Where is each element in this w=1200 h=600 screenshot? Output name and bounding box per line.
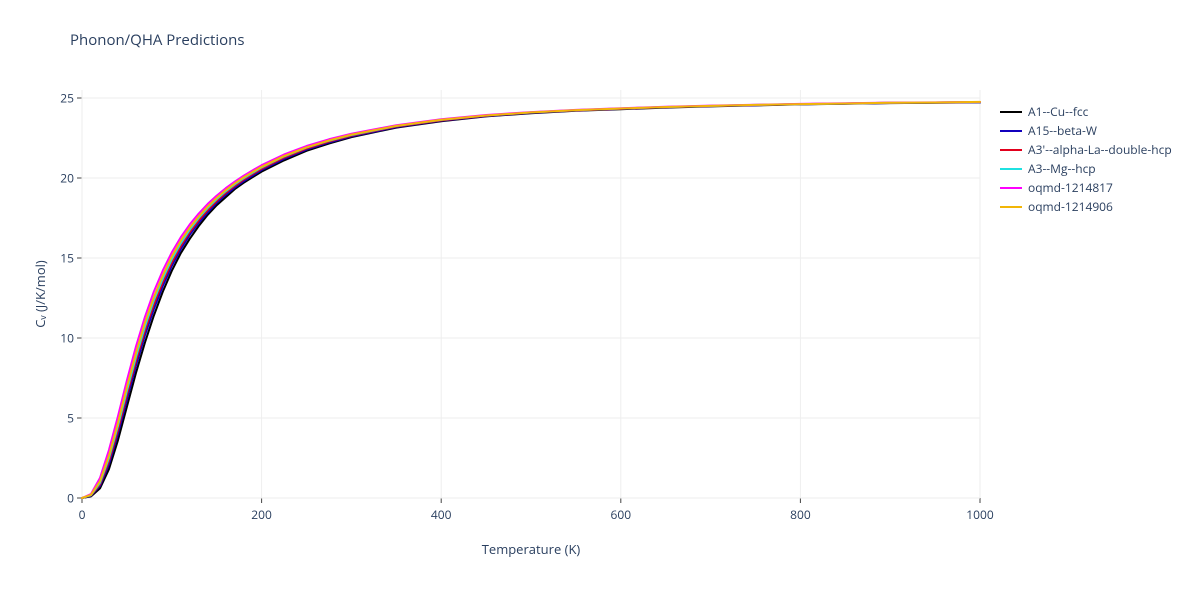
y-axis-label-wrap: Cᵥ (J/K/mol) <box>30 90 50 498</box>
chart-title: Phonon/QHA Predictions <box>70 30 245 50</box>
legend-swatch <box>1000 206 1022 208</box>
legend: A1--Cu--fcc A15--beta-W A3'--alpha-La--dou… <box>1000 102 1172 216</box>
x-tick-label: 800 <box>790 506 811 523</box>
legend-item[interactable]: oqmd-1214906 <box>1000 197 1172 216</box>
x-tick-label: 200 <box>251 506 272 523</box>
legend-swatch <box>1000 168 1022 170</box>
x-tick-label: 600 <box>611 506 632 523</box>
legend-swatch <box>1000 130 1022 132</box>
plot-area <box>82 90 980 498</box>
plot-svg <box>82 90 980 498</box>
legend-item[interactable]: A3'--alpha-La--double-hcp <box>1000 140 1172 159</box>
legend-swatch <box>1000 187 1022 189</box>
legend-label: A3'--alpha-La--double-hcp <box>1028 141 1172 158</box>
legend-item[interactable]: A3--Mg--hcp <box>1000 159 1172 178</box>
legend-swatch <box>1000 149 1022 151</box>
legend-label: A1--Cu--fcc <box>1028 103 1088 120</box>
y-axis-label: Cᵥ (J/K/mol) <box>31 260 49 328</box>
chart-container: Phonon/QHA Predictions 0 200 400 600 800 1000… <box>0 0 1200 600</box>
x-axis-label: Temperature (K) <box>82 540 980 558</box>
legend-item[interactable]: A15--beta-W <box>1000 121 1172 140</box>
legend-label: A15--beta-W <box>1028 122 1097 139</box>
x-tick-label: 400 <box>431 506 452 523</box>
x-tick-label: 0 <box>79 506 86 523</box>
x-tick-label: 1000 <box>966 506 993 523</box>
legend-label: A3--Mg--hcp <box>1028 160 1096 177</box>
legend-swatch <box>1000 111 1022 113</box>
legend-item[interactable]: oqmd-1214817 <box>1000 178 1172 197</box>
legend-item[interactable]: A1--Cu--fcc <box>1000 102 1172 121</box>
legend-label: oqmd-1214817 <box>1028 179 1113 196</box>
legend-label: oqmd-1214906 <box>1028 198 1113 215</box>
